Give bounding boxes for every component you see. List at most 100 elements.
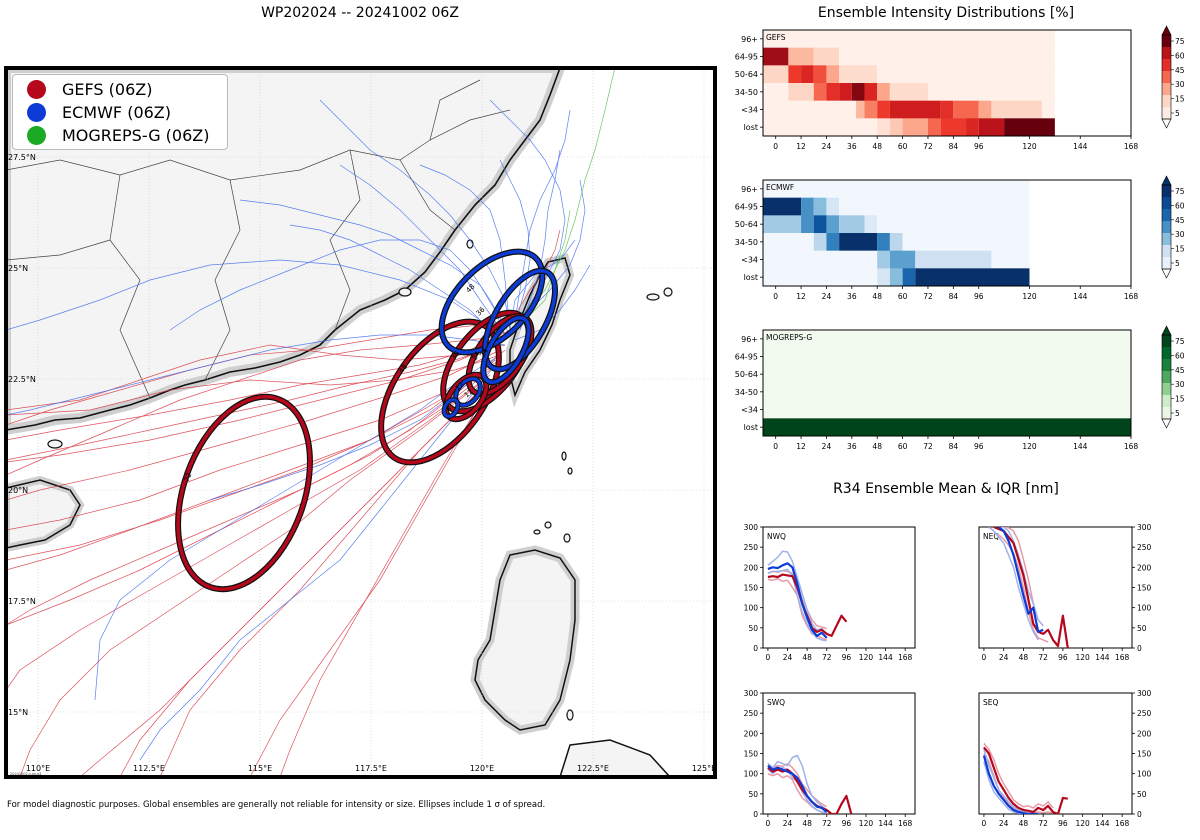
heatmap-x-tick: 24 [822, 442, 832, 451]
lon-label: 115°E [248, 764, 272, 773]
colorbar-tick: 30 [1175, 230, 1185, 239]
heatmap-x-tick: 72 [923, 442, 933, 451]
heatmap-cell [877, 233, 890, 251]
heatmap-cell [940, 118, 967, 137]
legend-label: ECMWF (06Z) [62, 102, 171, 122]
r34-y-tick: 300 [1137, 689, 1152, 698]
heatmap-cell [889, 250, 916, 269]
lon-label: 110°E [26, 764, 50, 773]
heatmap-mogreps-g: MOGREPS-G 96+ 64-95 50-64 34-50 <34 lost 0 12 24 3… [735, 325, 1185, 451]
r34-y-tick: 100 [744, 770, 759, 779]
r34-series-ecmwf-iqr-high [1003, 527, 1044, 627]
colorbar-tick: 60 [1175, 201, 1185, 210]
ellipse-label: 6 [445, 404, 453, 413]
r34-chart-seq: SEQ 0 24 48 72 96 120 144 168 0 50 100 150 200 250 300 [978, 689, 1152, 828]
heatmap-x-tick: 24 [822, 142, 832, 151]
heatmap-cell [915, 250, 992, 269]
r34-frame [762, 692, 916, 815]
colorbar-tick: 30 [1175, 380, 1185, 389]
r34-y-tick: 100 [1137, 604, 1152, 613]
heatmap-cell [826, 83, 840, 101]
r34-frame [978, 692, 1133, 815]
heatmap-cell [763, 365, 1131, 384]
lat-label: 27.5°N [8, 153, 36, 162]
r34-x-tick: 96 [1058, 819, 1068, 828]
heatmap-cell [966, 118, 979, 137]
ellipse-label: 12 [463, 388, 475, 400]
r34-x-tick: 48 [802, 819, 812, 828]
heatmap-cell [915, 268, 1030, 287]
r34-x-tick: 144 [1095, 819, 1110, 828]
heatmap-row-label: 64-95 [735, 53, 758, 62]
r34-y-tick: 200 [1137, 563, 1152, 572]
r34-x-tick: 120 [1075, 819, 1090, 828]
heatmap-x-tick: 12 [796, 142, 806, 151]
r34-series-gefs-mean [983, 746, 1068, 814]
heatmap-cell [864, 215, 878, 234]
heatmap-cell [813, 65, 827, 84]
heatmap-cell [788, 83, 814, 101]
heatmap-panel-label: MOGREPS-G [766, 333, 812, 342]
r34-x-tick: 0 [766, 819, 771, 828]
heatmap-cell [978, 118, 1005, 137]
r34-x-tick: 24 [999, 653, 1009, 662]
colorbar-tick: 15 [1175, 245, 1185, 254]
heatmap-cell [763, 197, 802, 216]
r34-series-gefs-iqr-low [993, 532, 1049, 643]
colorbar-mogreps-g: 75 60 45 30 15 5 [1161, 325, 1185, 429]
r34-y-tick: 300 [744, 523, 759, 532]
r34-y-tick: 0 [1137, 644, 1142, 653]
heatmap-x-tick: 36 [847, 292, 857, 301]
legend-marker-gefs [27, 79, 46, 99]
r34-y-tick: 50 [748, 624, 758, 633]
r34-series-ecmwf-iqr-high [767, 754, 828, 811]
colorbar-tick: 5 [1175, 259, 1180, 268]
r34-y-tick: 150 [1137, 750, 1152, 759]
heatmap-row-label: <34 [741, 106, 758, 115]
heatmap-cell [991, 250, 1030, 269]
heatmap-x-tick: 120 [1022, 442, 1037, 451]
legend-item-ecmwf: ECMWF (06Z) [27, 101, 171, 123]
heatmap-cell [839, 47, 1055, 66]
heatmap-x-tick: 0 [773, 142, 778, 151]
heatmap-cell [927, 83, 1055, 101]
r34-panel-label: SWQ [767, 698, 785, 707]
heatmap-x-tick: 48 [872, 142, 882, 151]
r34-y-tick: 50 [1137, 624, 1147, 633]
ellipse-label: 48 [398, 363, 410, 375]
r34-x-tick: 48 [802, 653, 812, 662]
heatmap-panel-label: GEFS [766, 33, 786, 42]
heatmap-frame [762, 29, 1132, 137]
heatmap-cell [826, 233, 840, 251]
heatmap-cell [1004, 118, 1055, 137]
r34-y-tick: 150 [744, 584, 759, 593]
r34-y-tick: 250 [1137, 709, 1152, 718]
heatmap-x-tick: 0 [773, 442, 778, 451]
heatmap-cell [763, 83, 789, 101]
colorbar-tick: 75 [1175, 187, 1185, 196]
southern-islands [559, 739, 672, 777]
r34-x-tick: 168 [1115, 819, 1130, 828]
ecmwf-tracks [6, 99, 591, 761]
heatmap-cell [763, 330, 1131, 348]
heatmap-cell [763, 383, 1131, 401]
lon-label: 125°E [692, 764, 716, 773]
r34-y-tick: 250 [744, 709, 759, 718]
intensity-title: Ensemble Intensity Distributions [%] [817, 5, 1075, 21]
heatmap-cell [813, 197, 827, 216]
ellipse-label: 24 [471, 350, 483, 362]
heatmap-x-tick: 72 [923, 142, 933, 151]
heatmap-x-tick: 144 [1073, 442, 1088, 451]
r34-y-tick: 50 [748, 790, 758, 799]
r34-series-ecmwf-iqr-high [767, 550, 828, 635]
heatmap-x-tick: 84 [949, 292, 959, 301]
heatmap-x-tick: 168 [1124, 442, 1139, 451]
heatmap-cell [826, 65, 840, 84]
heatmap-x-tick: 36 [847, 442, 857, 451]
ellipse-label: 72 [183, 472, 194, 483]
heatmap-cell [763, 347, 1131, 366]
heatmap-x-tick: 84 [949, 442, 959, 451]
heatmap-cell [826, 197, 840, 216]
heatmap-cell [839, 83, 852, 101]
r34-frame [978, 526, 1133, 649]
